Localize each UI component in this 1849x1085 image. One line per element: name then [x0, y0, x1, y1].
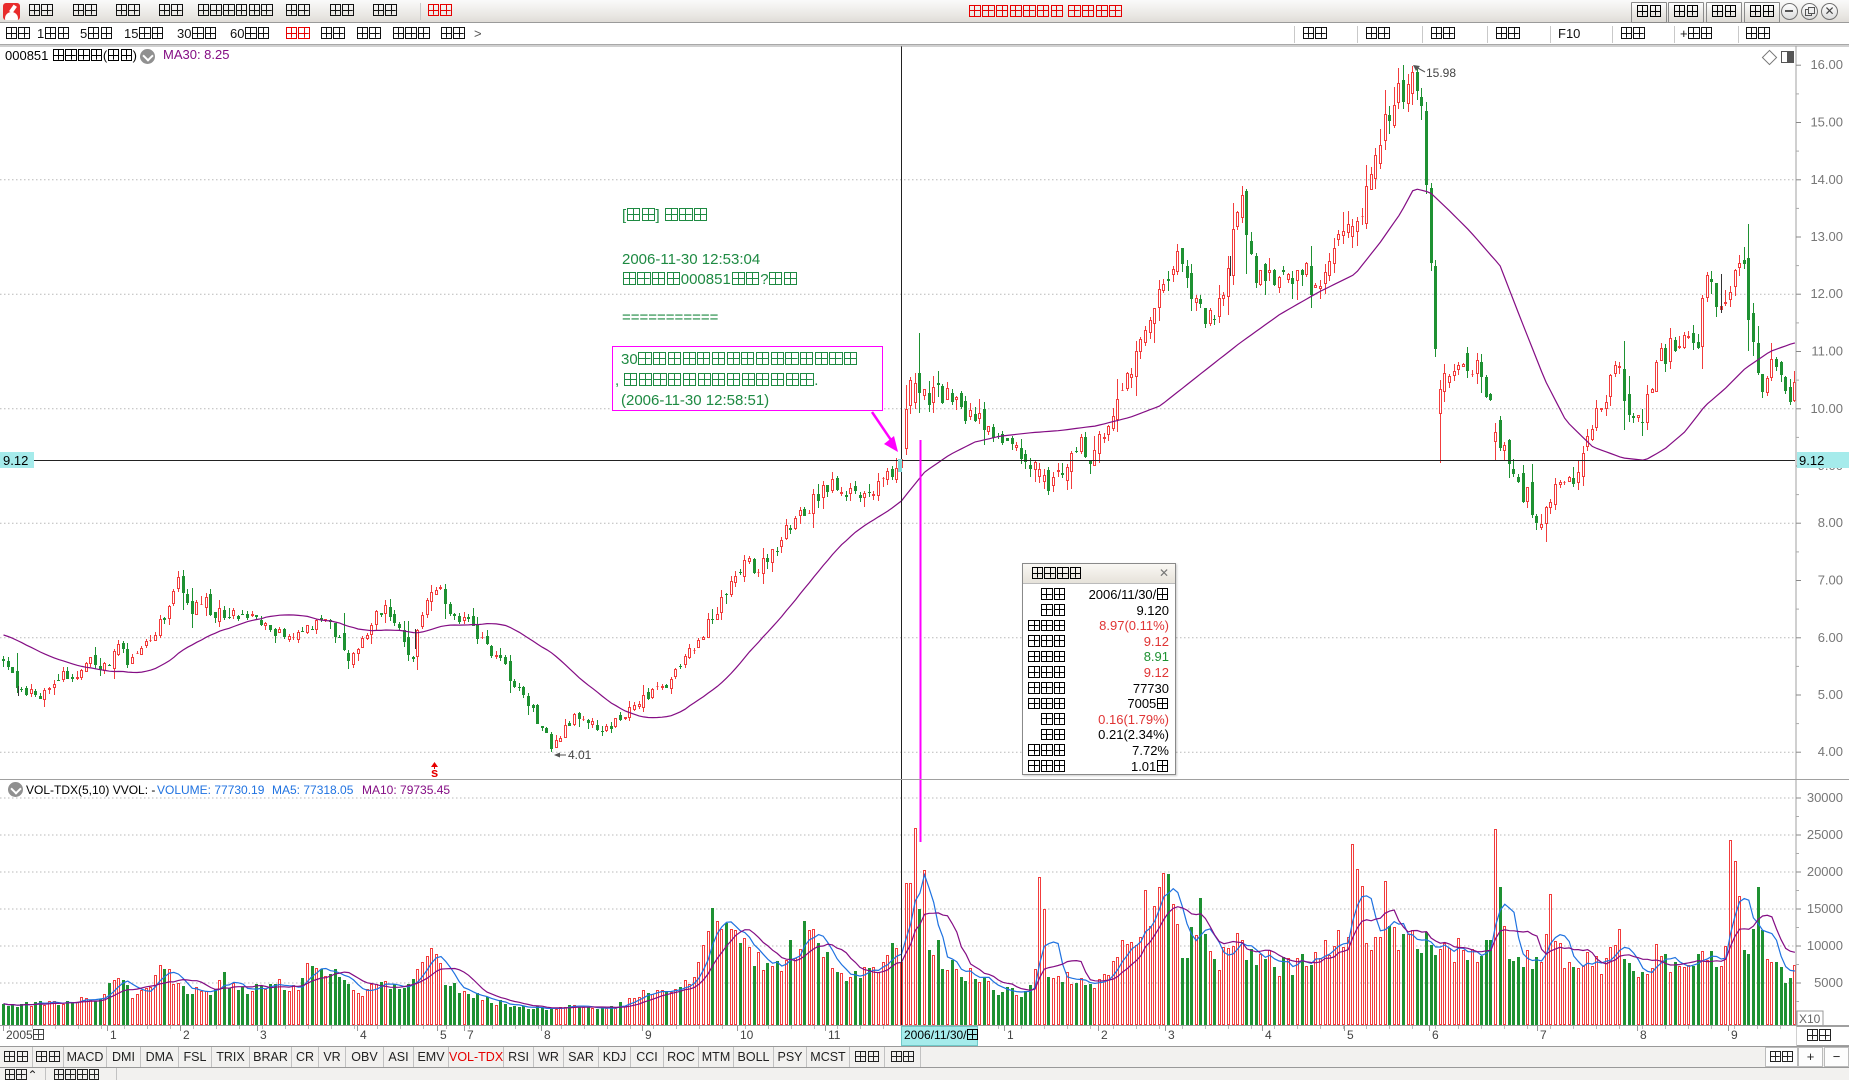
svg-text:20000: 20000: [1807, 864, 1843, 879]
svg-text:15000: 15000: [1807, 901, 1843, 916]
svg-text:X10: X10: [1799, 1012, 1821, 1026]
svg-text:30000: 30000: [1807, 790, 1843, 805]
svg-text:8.00: 8.00: [1818, 515, 1843, 530]
svg-text:11.00: 11.00: [1811, 344, 1843, 359]
svg-text:10.00: 10.00: [1810, 401, 1843, 416]
svg-text:12.00: 12.00: [1810, 286, 1843, 301]
svg-text:5.00: 5.00: [1818, 687, 1843, 702]
svg-text:6.00: 6.00: [1818, 630, 1843, 645]
svg-text:4.00: 4.00: [1818, 744, 1843, 759]
svg-text:13.00: 13.00: [1810, 229, 1843, 244]
svg-text:s: s: [431, 765, 438, 780]
svg-text:7.00: 7.00: [1818, 573, 1843, 588]
svg-text:16.00: 16.00: [1810, 57, 1843, 72]
svg-text:14.00: 14.00: [1810, 172, 1843, 187]
svg-text:25000: 25000: [1807, 827, 1843, 842]
svg-text:9.12: 9.12: [1799, 453, 1824, 468]
svg-text:5000: 5000: [1814, 975, 1843, 990]
svg-text:15.98: 15.98: [1426, 66, 1456, 80]
svg-text:4.01: 4.01: [568, 748, 592, 762]
svg-text:9.12: 9.12: [3, 453, 28, 468]
svg-text:10000: 10000: [1807, 938, 1843, 953]
svg-text:15.00: 15.00: [1810, 115, 1843, 130]
